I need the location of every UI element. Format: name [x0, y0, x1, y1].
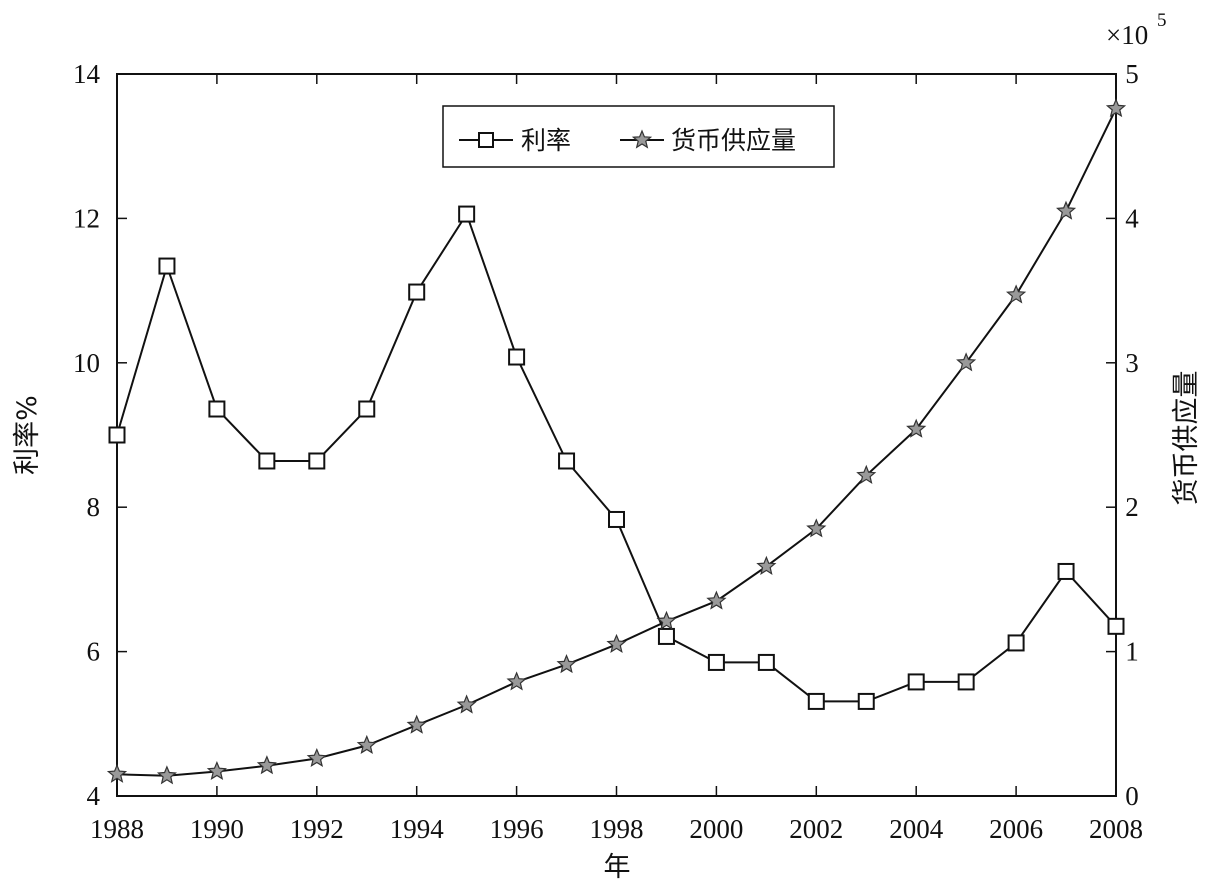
interest-rate-point — [308, 452, 326, 470]
money-supply-point — [456, 694, 477, 714]
x-tick-label: 1992 — [290, 814, 344, 844]
x-tick-label: 2006 — [989, 814, 1043, 844]
interest-rate-point — [208, 400, 226, 418]
y-axis-left-label: 利率% — [12, 395, 43, 475]
money-supply-point — [806, 518, 827, 538]
x-tick-label: 2002 — [789, 814, 843, 844]
x-tick-label: 1990 — [190, 814, 244, 844]
interest-rate-point — [857, 692, 875, 710]
money-supply-point — [706, 590, 727, 610]
right-axis-multiplier: ×10 — [1106, 20, 1148, 50]
x-tick-label: 2008 — [1089, 814, 1143, 844]
x-tick-label: 2004 — [889, 814, 944, 844]
legend-label-money: 货币供应量 — [671, 126, 796, 155]
y-left-tick-label: 8 — [87, 492, 101, 522]
interest-rate-point — [1007, 634, 1025, 652]
money-supply-point — [956, 352, 977, 372]
interest-rate-point — [158, 257, 176, 275]
y-right-tick-label: 4 — [1125, 203, 1139, 233]
interest-rate-point — [558, 452, 576, 470]
axis-ticks: 1988 1990 1992 1994 1996 1998 2000 2002 2004 2006… — [73, 59, 1143, 844]
y-left-tick-label: 14 — [73, 59, 101, 89]
right-axis-exponent: 5 — [1157, 10, 1167, 31]
y-right-tick-label: 2 — [1125, 492, 1139, 522]
money-supply-point — [756, 555, 777, 575]
interest-rate-point — [508, 348, 526, 366]
interest-rate-point — [657, 627, 675, 645]
money-supply-point — [106, 763, 128, 783]
money-supply-point — [856, 464, 877, 484]
interest-rate-point — [757, 653, 775, 671]
interest-rate-point — [907, 673, 925, 691]
legend-marker-star — [631, 129, 653, 149]
legend: 利率 货币供应量 — [442, 105, 835, 168]
legend-label-interest: 利率 — [521, 126, 571, 155]
series-layer — [106, 98, 1127, 785]
x-tick-label: 1994 — [390, 814, 445, 844]
money-supply-point — [1056, 200, 1077, 220]
interest-rate-point — [458, 205, 476, 223]
money-supply-point — [206, 760, 228, 780]
money-supply-point — [506, 671, 527, 691]
y-left-tick-label: 4 — [87, 781, 101, 811]
interest-rate-point — [1107, 617, 1125, 635]
x-tick-label: 1988 — [90, 814, 144, 844]
y-left-tick-label: 10 — [73, 348, 100, 378]
money-supply-point — [1005, 284, 1027, 304]
interest-rate-point — [807, 692, 825, 710]
money-supply-point — [256, 755, 277, 775]
money-supply-point — [656, 610, 677, 630]
money-supply-point — [356, 734, 377, 754]
y-left-tick-label: 12 — [73, 203, 100, 233]
legend-marker-square — [478, 132, 494, 148]
money-supply-point — [606, 633, 627, 653]
money-supply-point — [556, 654, 577, 674]
interest-rate-point — [957, 673, 975, 691]
x-tick-label: 2000 — [689, 814, 743, 844]
money-supply-point — [306, 747, 327, 767]
x-tick-label: 1998 — [590, 814, 644, 844]
money-supply-point — [406, 714, 427, 734]
interest-rate-point — [1057, 562, 1075, 580]
interest-rate-point — [608, 510, 625, 528]
interest-rate-point — [408, 283, 426, 301]
y-right-tick-label: 3 — [1125, 348, 1139, 378]
money-supply-point — [156, 765, 177, 785]
y-axis-right-label: 货币供应量 — [1171, 371, 1202, 506]
x-axis-label: 年 — [604, 852, 631, 883]
interest-rate-point — [358, 400, 376, 418]
y-right-tick-label: 1 — [1125, 637, 1139, 667]
money-supply-point — [906, 418, 927, 438]
y-right-tick-label: 0 — [1125, 781, 1139, 811]
y-right-tick-label: 5 — [1125, 59, 1139, 89]
interest-rate-point — [258, 452, 276, 470]
x-tick-label: 1996 — [490, 814, 544, 844]
interest-rate-point — [707, 653, 725, 671]
money-supply-point — [1105, 98, 1127, 118]
interest-rate-point — [108, 426, 126, 444]
y-left-tick-label: 6 — [87, 637, 101, 667]
